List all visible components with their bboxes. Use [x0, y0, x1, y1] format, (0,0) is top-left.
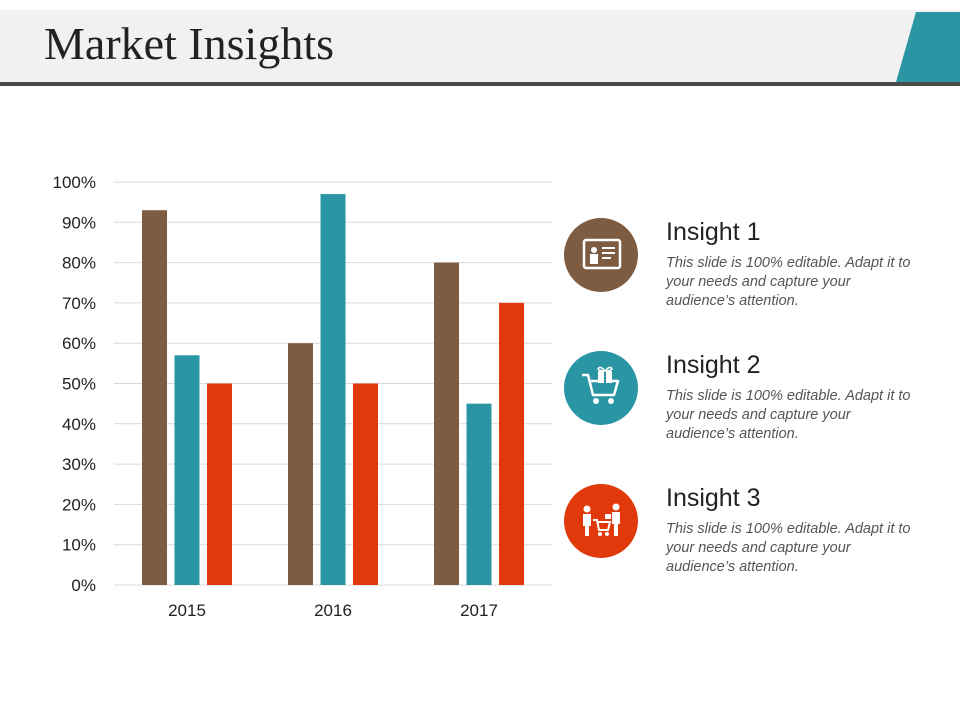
y-tick-label-70: 70% [62, 294, 96, 313]
insight-3-text: This slide is 100% editable. Adapt it to… [666, 521, 911, 575]
y-tick-label-90: 90% [62, 213, 96, 232]
x-tick-label-2015: 2015 [168, 601, 206, 620]
bar-2017-series-1 [434, 262, 459, 585]
bar-2016-series-3 [353, 383, 378, 585]
y-tick-label-50: 50% [62, 375, 96, 394]
page-title: Market Insights [44, 18, 335, 69]
y-tick-label-80: 80% [62, 254, 96, 273]
header-accent [896, 12, 960, 82]
bar-2016-series-1 [288, 343, 313, 585]
y-tick-label-0: 0% [71, 576, 96, 595]
bar-2015-series-3 [207, 383, 232, 585]
insight-2: Insight 2 This slide is 100% editable. A… [562, 351, 942, 461]
header-rule [0, 82, 960, 86]
insight-1-text: This slide is 100% editable. Adapt it to… [666, 255, 911, 309]
x-tick-label-2017: 2017 [460, 601, 498, 620]
bar-2016-series-2 [320, 194, 346, 585]
insight-1: Insight 1 This slide is 100% editable. A… [562, 218, 942, 328]
bar-2017-series-2 [466, 403, 492, 585]
insight-3-title: Insight 3 [666, 484, 761, 512]
x-tick-label-2016: 2016 [314, 601, 352, 620]
header-band [0, 10, 960, 82]
presentation-board-icon [582, 238, 622, 270]
y-tick-label-20: 20% [62, 495, 96, 514]
insight-2-title: Insight 2 [666, 351, 761, 379]
y-tick-label-30: 30% [62, 455, 96, 474]
insight-2-text: This slide is 100% editable. Adapt it to… [666, 388, 911, 442]
bar-2017-series-3 [499, 302, 524, 585]
bar-2015-series-2 [174, 355, 200, 585]
y-tick-label-10: 10% [62, 536, 96, 555]
bar-2015-series-1 [142, 210, 167, 585]
insight-3-circle [564, 484, 638, 558]
insight-1-title: Insight 1 [666, 218, 761, 246]
insight-2-circle [564, 351, 638, 425]
insight-1-circle [564, 218, 638, 292]
y-tick-label-100: 100% [53, 173, 96, 192]
insight-3: Insight 3 This slide is 100% editable. A… [562, 484, 942, 594]
shopping-cart-gift-icon [582, 366, 620, 404]
bar-chart: 0% 10% 20% 30% 40% 50% 60% 70% 80% 90% 100% 2015 201… [53, 173, 552, 620]
y-tick-label-40: 40% [62, 415, 96, 434]
y-tick-label-60: 60% [62, 334, 96, 353]
customer-with-cart-icon [583, 503, 620, 536]
